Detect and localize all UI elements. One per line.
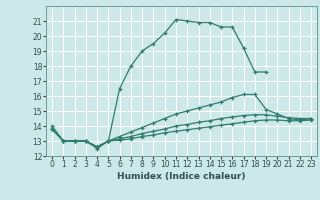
X-axis label: Humidex (Indice chaleur): Humidex (Indice chaleur) [117, 172, 246, 181]
